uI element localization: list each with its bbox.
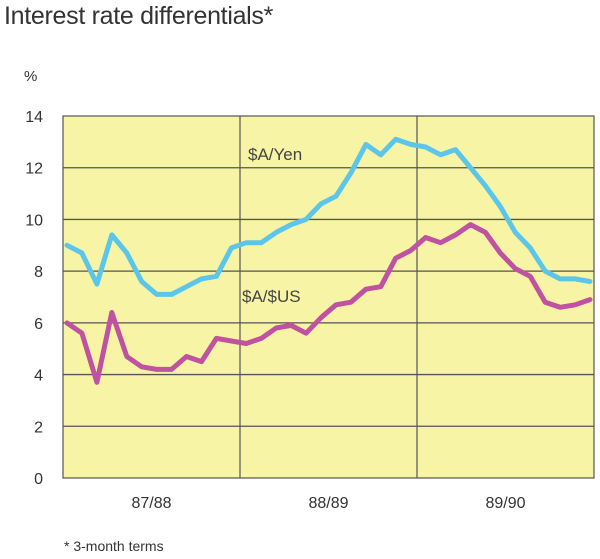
series-label: $A/Yen — [248, 145, 302, 164]
y-axis-unit: % — [24, 68, 38, 85]
chart-title: Interest rate differentials* — [4, 2, 274, 30]
y-tick-label: 8 — [34, 264, 43, 281]
series-line-1 — [64, 222, 593, 385]
y-tick-label: 0 — [34, 471, 43, 488]
y-tick-label: 14 — [25, 109, 43, 126]
x-tick-label: 87/88 — [131, 495, 171, 512]
y-tick-label: 6 — [34, 316, 43, 333]
x-tick-label: 88/89 — [308, 495, 348, 512]
y-tick-label: 12 — [25, 161, 43, 178]
plot-area — [62, 115, 595, 479]
footnote: * 3-month terms — [64, 538, 164, 554]
series-line-0 — [64, 136, 593, 297]
y-tick-label: 4 — [34, 368, 43, 385]
x-tick-label: 89/90 — [485, 495, 525, 512]
series-label: $A/$US — [242, 287, 301, 306]
y-tick-label: 10 — [25, 212, 43, 229]
y-tick-label: 2 — [34, 419, 43, 436]
